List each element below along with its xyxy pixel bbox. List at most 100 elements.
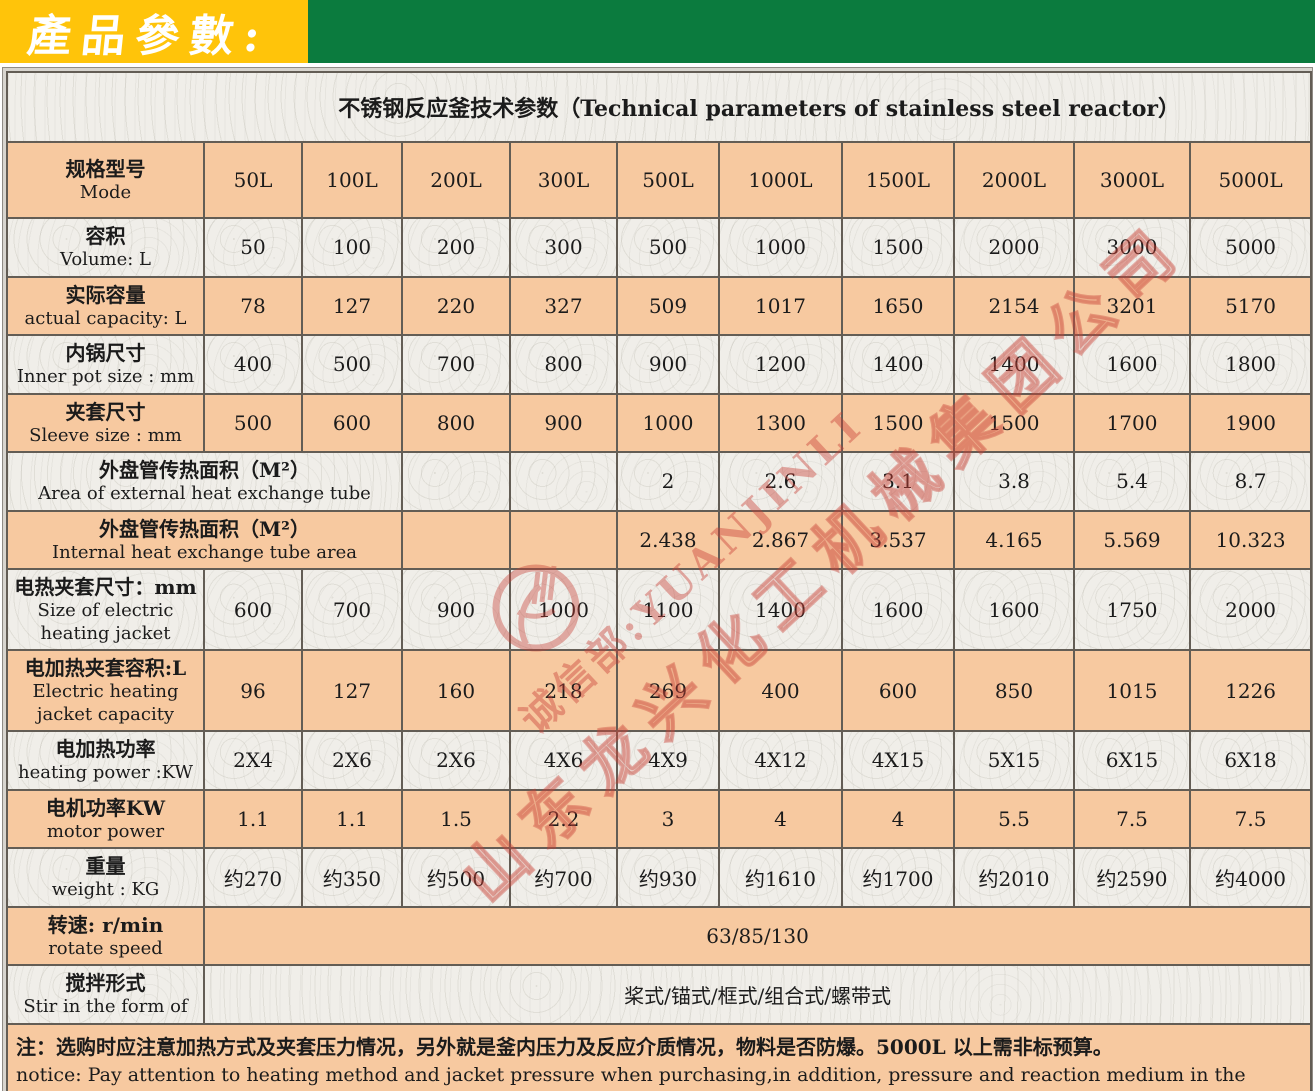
cell-value: 1500 [953,392,1075,453]
table-row: 电机功率KW motor power 1.1 1.1 1.5 2.2 3 4 4 5.5 7.5 7.… [6,788,1313,849]
cell-value: 1.5 [401,788,511,849]
cell-value: 约500 [401,847,511,908]
cell-value: 900 [509,392,618,453]
cell-value: 600 [841,649,955,732]
cell-value: 4X9 [616,730,720,791]
cell-value: 1400 [953,334,1075,395]
note-row: 注：选购时应注意加热方式及夹套压力情况，另外就是釜内压力及反应介质情况，物料是否… [5,1022,1313,1091]
row-label-zh: 容积 [85,224,126,248]
row-span-value: 63/85/130 [202,905,1313,966]
note-cell: 注：选购时应注意加热方式及夹套压力情况，另外就是釜内压力及反应介质情况，物料是否… [5,1022,1313,1091]
cell-value: 约2590 [1073,847,1191,908]
cell-value: 1600 [953,568,1075,651]
cell-value: 500 [301,334,403,395]
cell-value: 96 [203,649,303,732]
table-row: 规格型号 Mode 50L 100L 200L 300L 500L 1000L 1500L 200… [6,141,1313,219]
row-label: 夹套尺寸 Sleeve size : mm [6,392,205,453]
row-label-en: Sleeve size : mm [29,424,182,446]
banner: 產品參數: [0,0,1315,63]
table-row: 搅拌形式 Stir in the form of 桨式/锚式/框式/组合式/螺带式 [6,964,1313,1025]
cell-value: 约930 [616,847,720,908]
cell-value: 5.4 [1073,451,1191,512]
cell-value: 1500L [841,141,955,219]
cell-value: 509 [616,275,720,336]
cell-value: 50L [203,141,303,219]
cell-value: 7.5 [1073,788,1191,849]
parameters-table-frame: 不锈钢反应釜技术参数（Technical parameters of stain… [2,67,1313,1091]
cell-value: 600 [203,568,303,651]
row-label: 容积 Volume: L [6,217,205,278]
cell-value: 127 [301,275,403,336]
cell-value: 127 [301,649,403,732]
table-row: 电加热功率 heating power :KW 2X4 2X6 2X6 4X6 4X9 4X1… [6,730,1313,791]
table-row: 夹套尺寸 Sleeve size : mm 500 600 800 900 1000 1300… [6,392,1313,453]
cell-value: 3.8 [953,451,1075,512]
table-row: 容积 Volume: L 50 100 200 300 500 1000 1500 2000 300… [6,217,1313,278]
cell-value [401,509,511,570]
cell-value: 1650 [841,275,955,336]
cell-value: 4X6 [509,730,618,791]
cell-value: 8.7 [1188,451,1313,512]
cell-value: 600 [301,392,403,453]
cell-value: 10.323 [1188,509,1313,570]
cell-value: 约4000 [1188,847,1313,908]
cell-value: 3.1 [841,451,955,512]
row-label-en: motor power [46,820,165,842]
row-label: 外盘管传热面积（M²） Area of external heat exchang… [6,451,403,512]
cell-value: 约2010 [953,847,1075,908]
cell-value: 1600 [1073,334,1191,395]
cell-value: 200L [401,141,511,219]
table-row: 实际容量 actual capacity: L 78 127 220 327 509 1017… [6,275,1313,336]
cell-value: 300L [509,141,618,219]
cell-value: 800 [509,334,618,395]
row-label-zh: 电加热功率 [55,737,156,761]
cell-value: 2000 [1188,568,1313,651]
cell-value: 5X15 [953,730,1075,791]
cell-value [509,509,618,570]
cell-value: 78 [203,275,303,336]
table-row: 电热夹套尺寸：mm Size of electric heating jacket… [6,568,1313,651]
table-row: 内锅尺寸 Inner pot size : mm 400 500 700 800 900 12… [6,334,1313,395]
row-label-en: heating power :KW [18,762,193,783]
cell-value: 1800 [1188,334,1313,395]
cell-value: 3201 [1073,275,1191,336]
row-label: 规格型号 Mode [6,141,205,219]
cell-value: 400 [718,649,843,732]
row-label-zh: 电加热夹套容积:L [24,656,187,680]
row-label-zh: 实际容量 [65,282,146,307]
cell-value: 1700 [1073,392,1191,453]
table-row: 外盘管传热面积（M²） Internal heat exchange tube a… [6,509,1313,570]
table-row: 重量 weight : KG 约270 约350 约500 约700 约930 约1610 约1… [6,847,1313,908]
cell-value: 4X12 [718,730,843,791]
cell-value: 7.5 [1188,788,1313,849]
cell-value: 1900 [1188,392,1313,453]
cell-value: 4X15 [841,730,955,791]
cell-value: 1500 [841,392,955,453]
cell-value: 50 [203,217,303,278]
table-title-row: 不锈钢反应釜技术参数（Technical parameters of stain… [5,71,1313,143]
cell-value: 6X18 [1188,730,1313,791]
cell-value: 1000L [718,141,843,219]
cell-value: 3000L [1073,141,1191,219]
cell-value: 1750 [1073,568,1191,651]
cell-value: 1000 [718,217,843,278]
cell-value: 2154 [953,275,1075,336]
cell-value [401,451,511,512]
row-label: 重量 weight : KG [6,847,205,908]
row-label-zh: 夹套尺寸 [65,399,146,424]
cell-value: 400 [203,334,303,395]
cell-value: 1.1 [203,788,303,849]
row-label-zh: 外盘管传热面积（M²） [99,458,310,482]
cell-value: 200 [401,217,511,278]
cell-value: 4 [718,788,843,849]
row-label-en: actual capacity: L [24,307,187,329]
cell-value: 327 [509,275,618,336]
cell-value: 218 [509,649,618,732]
row-label: 实际容量 actual capacity: L [6,275,205,336]
cell-value: 2.867 [718,509,843,570]
row-label-zh: 重量 [85,854,126,878]
cell-value: 2X4 [203,730,303,791]
row-label: 内锅尺寸 Inner pot size : mm [6,334,205,395]
cell-value: 160 [401,649,511,732]
cell-value: 2.2 [509,788,618,849]
